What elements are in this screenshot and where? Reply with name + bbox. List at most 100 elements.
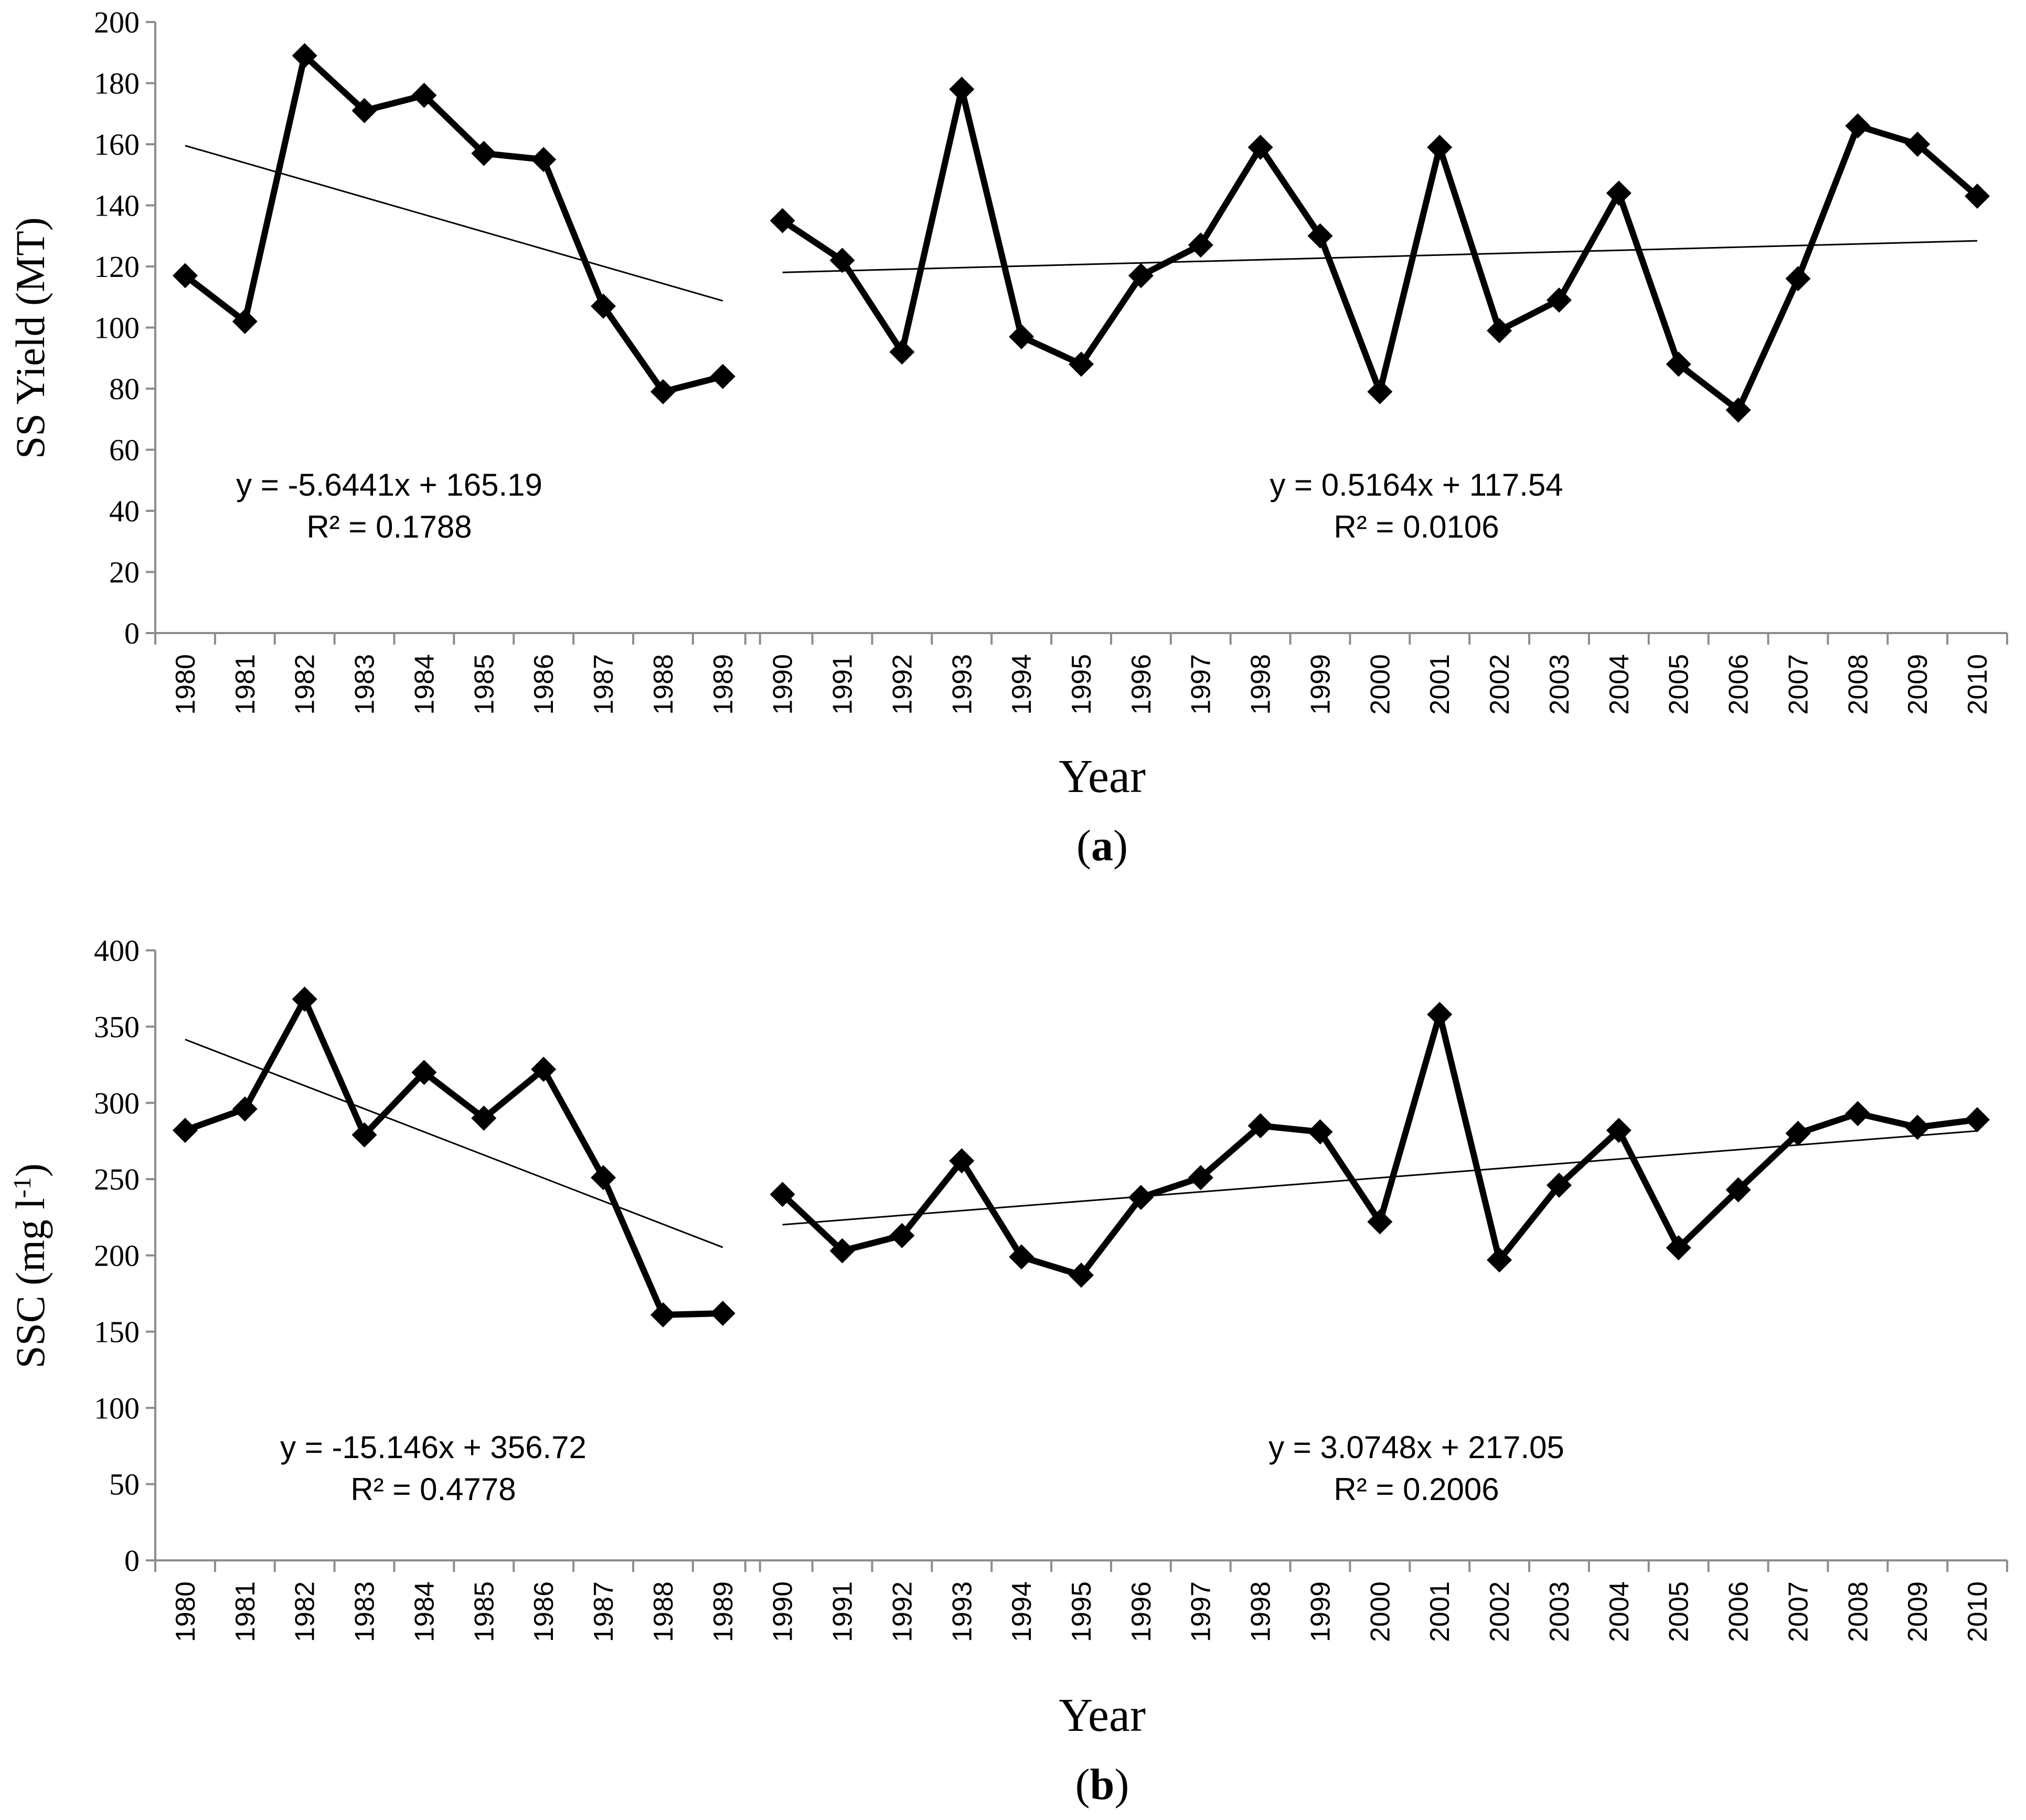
data-point	[829, 1238, 855, 1264]
series-line	[781, 86, 1980, 413]
data-point	[1247, 1113, 1273, 1139]
data-point	[889, 339, 915, 365]
x-tick-label: 2007	[1783, 1581, 1814, 1642]
x-tick-label: 1986	[529, 654, 559, 715]
data-point	[1606, 1118, 1632, 1143]
data-point	[1009, 324, 1035, 349]
x-tick-label: 1984	[409, 1581, 440, 1642]
data-point	[829, 248, 855, 273]
x-tick-label: 1997	[1186, 654, 1217, 715]
x-tick-label: 1996	[1126, 654, 1157, 715]
data-point	[770, 208, 795, 233]
x-tick-label: 2009	[1903, 1581, 1933, 1642]
x-tick-label: 2010	[1963, 1581, 1993, 1642]
panel-b: 0 50 100 150 200 250 300 350 400 1980 1981 1982 1983…	[7, 934, 2008, 1809]
data-point	[1905, 1115, 1931, 1140]
x-tick-label: 1991	[828, 654, 858, 715]
y-tick-label: 60	[109, 433, 140, 467]
x-tick-label: 1994	[1007, 1581, 1037, 1642]
y-tick-label: 50	[109, 1468, 140, 1502]
data-point	[292, 987, 317, 1012]
data-point	[1307, 1119, 1333, 1144]
y-tick-label: 100	[94, 311, 140, 345]
data-point	[1725, 397, 1751, 423]
data-point	[1905, 132, 1931, 157]
trend-line	[185, 1039, 723, 1248]
panel-a: 0 20 40 60 80 100 120 140 160 180 200 1980 1981 1982 1…	[7, 5, 2008, 870]
data-point	[1965, 1107, 1990, 1132]
y-tick-label: 100	[94, 1391, 140, 1425]
data-point	[1069, 1262, 1094, 1288]
data-point	[1427, 1002, 1453, 1027]
data-point	[591, 293, 616, 319]
x-tick-label: 2002	[1485, 1581, 1515, 1642]
x-tick-label: 1985	[469, 1581, 499, 1642]
data-point	[531, 1056, 557, 1082]
x-tick-label: 1982	[290, 1581, 321, 1642]
data-point	[1546, 287, 1572, 313]
data-point	[1845, 1101, 1871, 1127]
trend-r-squared: R² = 0.2006	[1334, 1472, 1499, 1507]
x-tick-label: 1994	[1007, 654, 1037, 715]
x-tick-label: 1980	[170, 654, 201, 715]
y-tick-label: 250	[94, 1162, 140, 1196]
trend-r-squared: R² = 0.1788	[306, 509, 472, 544]
data-point	[889, 1223, 915, 1248]
x-tick-label: 1987	[589, 654, 619, 715]
x-tick-label: 2007	[1783, 654, 1814, 715]
data-point	[1725, 1177, 1751, 1203]
x-tick-label: 2004	[1604, 654, 1635, 715]
x-tick-label: 2005	[1664, 1581, 1694, 1642]
x-tick-label: 1997	[1186, 1581, 1217, 1642]
data-point	[471, 1105, 497, 1131]
data-point	[471, 141, 497, 166]
y-tick-label: 80	[109, 372, 140, 406]
data-point	[1666, 1235, 1691, 1260]
data-point	[1247, 134, 1273, 160]
x-tick-label: 1989	[708, 654, 739, 715]
x-tick-label: 1980	[170, 1581, 201, 1642]
data-point	[1188, 232, 1213, 258]
data-point	[1188, 1165, 1213, 1191]
y-axis-title: SS Yield (MT)	[7, 217, 53, 459]
y-axis-title: SSC (mg l-1)	[7, 1163, 53, 1368]
data-point	[949, 77, 975, 102]
y-tick-label: 20	[109, 555, 140, 590]
trend-line	[185, 145, 723, 302]
x-axis-title: Year	[1059, 751, 1146, 802]
data-point	[949, 1148, 975, 1174]
data-point	[1307, 223, 1333, 249]
x-tick-label: 1995	[1067, 1581, 1097, 1642]
data-point	[591, 1165, 616, 1191]
trend-equation: y = 3.0748x + 217.05	[1268, 1430, 1564, 1465]
data-point	[650, 379, 676, 404]
x-tick-label: 2008	[1843, 654, 1873, 715]
x-tick-label: 2009	[1903, 654, 1933, 715]
y-tick-label: 160	[94, 127, 140, 162]
data-point	[232, 308, 258, 334]
data-point	[710, 363, 735, 389]
y-tick-label: 200	[94, 1239, 140, 1273]
x-tick-label: 1990	[768, 1581, 798, 1642]
series-line	[183, 52, 724, 395]
x-tick-label: 1991	[828, 1581, 858, 1642]
x-tick-label: 2006	[1724, 654, 1754, 715]
data-point	[1785, 1120, 1811, 1146]
data-point	[172, 1118, 198, 1143]
x-tick-label: 2008	[1843, 1581, 1873, 1642]
x-tick-label: 1995	[1067, 654, 1097, 715]
x-tick-label: 1996	[1126, 1581, 1157, 1642]
x-tick-label: 2010	[1963, 654, 1993, 715]
data-point	[1546, 1172, 1572, 1198]
trend-equation: y = -15.146x + 356.72	[280, 1430, 587, 1465]
data-point	[1367, 379, 1393, 404]
panel-label: (a)	[1076, 821, 1128, 870]
data-point	[1128, 263, 1154, 288]
data-point	[351, 1122, 377, 1148]
x-tick-label: 2001	[1425, 654, 1455, 715]
x-tick-label: 2000	[1365, 654, 1395, 715]
x-tick-label: 2003	[1544, 654, 1575, 715]
trend-line	[782, 1130, 1978, 1226]
data-point	[770, 1182, 795, 1207]
